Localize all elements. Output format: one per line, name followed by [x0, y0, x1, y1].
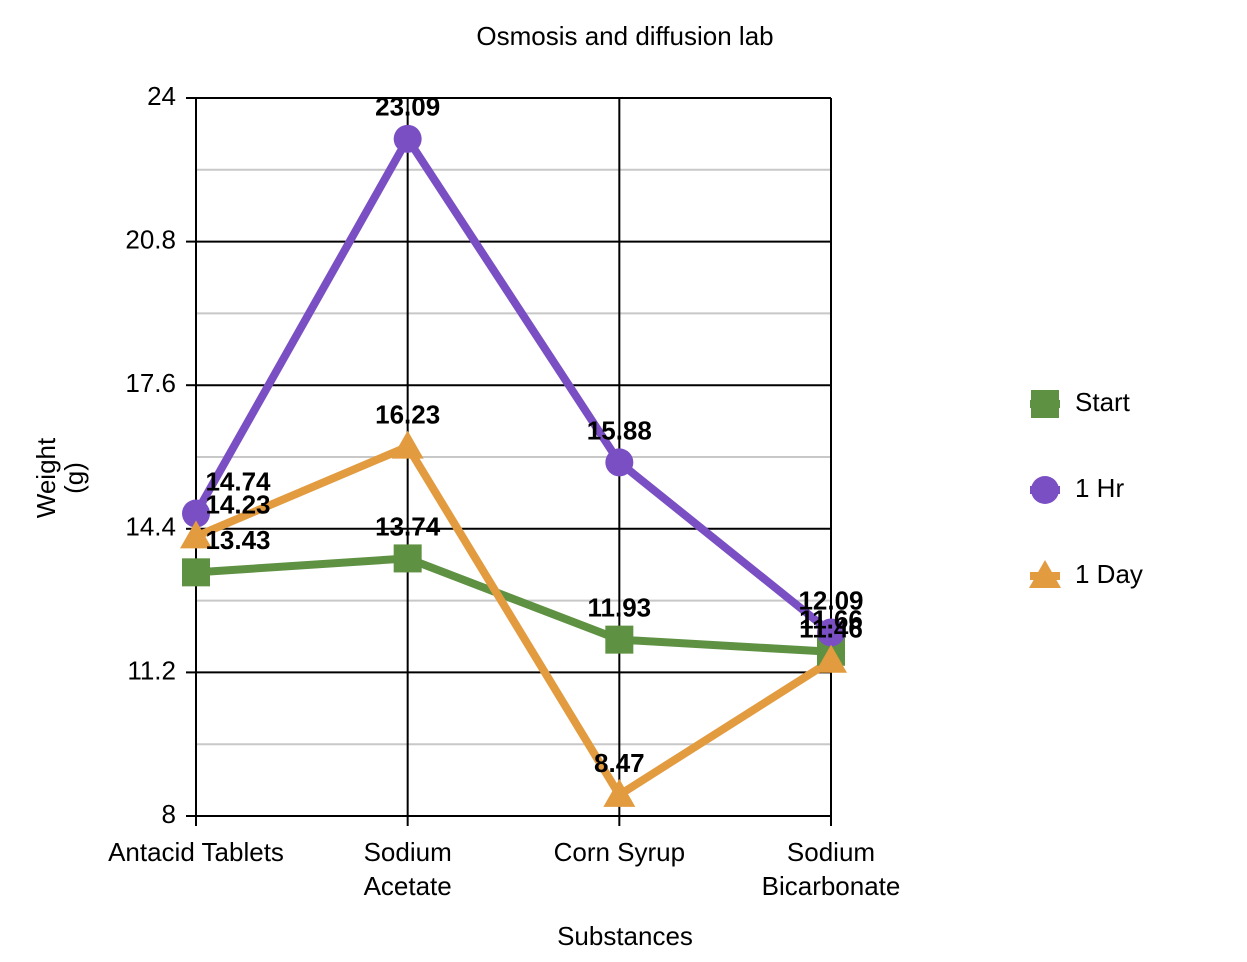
legend-marker [1029, 560, 1061, 588]
legend-label: 1 Hr [1075, 473, 1124, 503]
x-tick-label: Sodium Acetate [363, 837, 452, 901]
data-label: 15.88 [587, 415, 652, 445]
y-tick-label: 8 [162, 799, 176, 829]
y-tick-label: 17.6 [125, 368, 176, 398]
data-point [815, 644, 847, 673]
data-point [605, 448, 634, 477]
data-label: 11.93 [588, 593, 652, 623]
legend-label: Start [1075, 387, 1131, 417]
series-line [195, 554, 832, 656]
y-tick-label: 14.4 [125, 512, 176, 542]
chart-title: Osmosis and diffusion lab [476, 21, 773, 51]
data-label: 11.66 [799, 605, 863, 635]
series-line [194, 441, 834, 801]
y-axis-label: Weight (g) [31, 437, 89, 519]
data-point [180, 520, 212, 549]
data-point [182, 558, 210, 587]
y-tick-label: 24 [147, 81, 176, 111]
data-label: 12.09 [798, 585, 863, 615]
data-label: 8.47 [594, 748, 645, 778]
legend-marker [1031, 390, 1059, 418]
x-tick-label: Antacid Tablets [108, 837, 284, 867]
data-point [182, 499, 210, 528]
data-label: 16.23 [375, 400, 440, 430]
data-label: 13.74 [375, 511, 441, 541]
x-tick-label: Corn Syrup [553, 837, 686, 867]
data-point [391, 430, 424, 459]
data-point [817, 618, 845, 647]
legend-label: 1 Day [1075, 559, 1143, 589]
data-label: 23.09 [375, 92, 440, 122]
data-label: 14.74 [205, 466, 271, 496]
data-label: 14.23 [205, 489, 270, 519]
legend-marker [1031, 476, 1059, 504]
data-point [603, 778, 636, 807]
y-tick-label: 20.8 [125, 224, 176, 254]
x-tick-label: Sodium Bicarbonate [761, 837, 901, 901]
series-line [192, 131, 834, 636]
data-point [605, 625, 634, 654]
data-point [393, 124, 422, 153]
data-label: 11.46 [799, 614, 863, 644]
data-point [393, 544, 422, 573]
data-label: 13.43 [205, 525, 270, 555]
x-axis-label: Substances [557, 921, 693, 951]
y-tick-label: 11.2 [127, 655, 176, 685]
